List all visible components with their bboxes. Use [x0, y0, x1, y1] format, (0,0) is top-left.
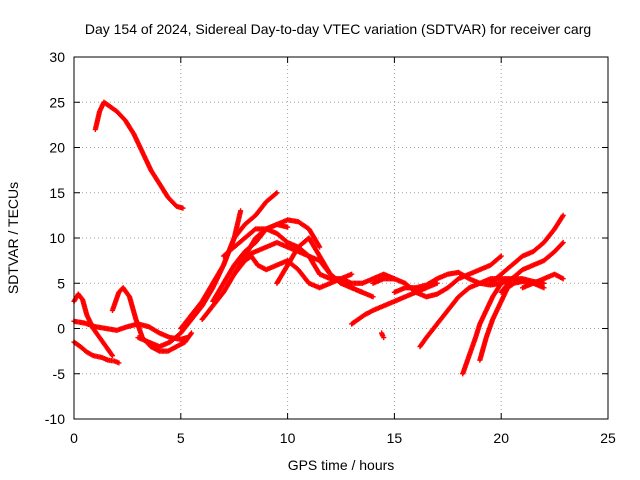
series-track-11 [231, 253, 355, 291]
data-point-marker [349, 271, 355, 277]
x-tick-label: 10 [280, 430, 296, 446]
series-track-16 [370, 253, 504, 300]
data-point-marker [560, 212, 566, 218]
y-tick-label: 30 [49, 49, 65, 65]
data-point-marker [359, 289, 365, 295]
data-marks-layer [71, 99, 566, 377]
data-point-marker [541, 285, 547, 291]
data-point-marker [180, 205, 186, 211]
series-track-19 [460, 276, 526, 377]
series-track-1 [92, 99, 186, 211]
x-tick-label: 25 [600, 430, 616, 446]
y-tick-label: 15 [49, 185, 65, 201]
x-tick-label: 0 [70, 430, 78, 446]
series-track-22 [498, 239, 566, 295]
data-point-marker [381, 334, 387, 341]
series-track-21 [487, 212, 566, 286]
data-point-marker [274, 190, 280, 196]
y-tick-label: 10 [49, 230, 65, 246]
x-tick-label: 5 [177, 430, 185, 446]
data-point-marker [109, 353, 116, 359]
data-point-marker [370, 294, 376, 300]
series-track-2 [71, 339, 122, 366]
data-point-marker [434, 280, 440, 286]
x-tick-label: 20 [493, 430, 509, 446]
x-axis-label: GPS time / hours [288, 457, 395, 473]
series-track-9 [210, 217, 323, 304]
y-axis-label: SDTVAR / TECUs [5, 182, 21, 294]
y-tick-label: -10 [45, 411, 65, 427]
y-tick-label: 25 [49, 94, 65, 110]
x-tick-label: 15 [387, 430, 403, 446]
y-tick-label: 20 [49, 140, 65, 156]
data-point-marker [560, 276, 566, 282]
series-track-23 [519, 271, 566, 291]
series-track-17 [391, 269, 504, 295]
data-point-marker [560, 239, 566, 246]
data-point-marker [317, 244, 323, 250]
data-point-marker [498, 253, 504, 259]
series-track-14 [349, 280, 440, 327]
series-track-13 [274, 235, 365, 295]
ticks-layer: 0 5 10 15 20 25 -10 -5 0 5 10 15 20 25 30 [45, 49, 616, 446]
data-point-marker [238, 208, 244, 214]
data-point-marker [541, 280, 547, 286]
y-tick-label: -5 [53, 366, 66, 382]
interpolated-marker [559, 240, 565, 247]
data-point-marker [116, 360, 122, 366]
series-track-7 [178, 190, 280, 332]
data-point-marker [188, 330, 195, 336]
chart-title: Day 154 of 2024, Sidereal Day-to-day VTE… [85, 21, 591, 37]
y-tick-label: 5 [57, 275, 65, 291]
series-track-15 [378, 330, 387, 341]
data-point-marker [285, 224, 291, 230]
y-tick-label: 0 [57, 321, 65, 337]
